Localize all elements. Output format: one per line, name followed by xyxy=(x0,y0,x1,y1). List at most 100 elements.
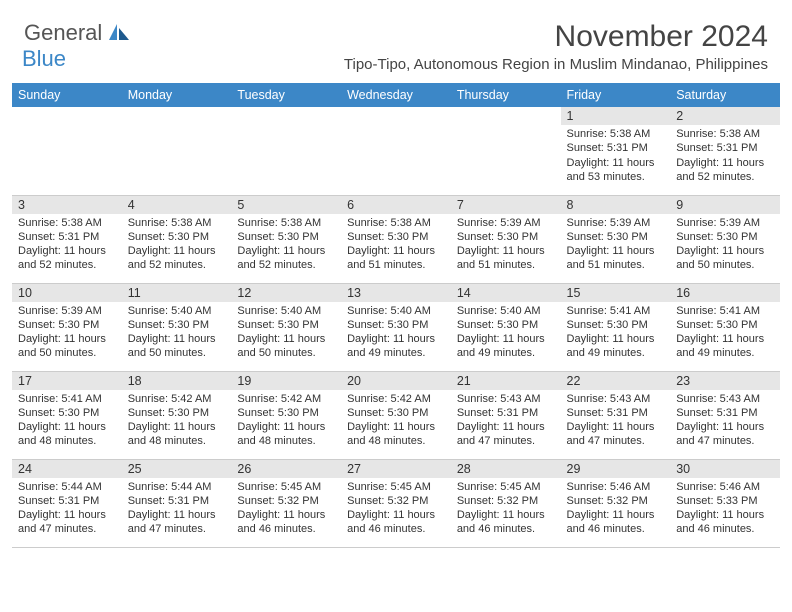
day-number: 20 xyxy=(341,372,451,390)
calendar-day-cell xyxy=(122,107,232,195)
logo: General Blue xyxy=(24,20,129,72)
day-details: Sunrise: 5:45 AMSunset: 5:32 PMDaylight:… xyxy=(341,478,451,541)
calendar-day-cell: 23Sunrise: 5:43 AMSunset: 5:31 PMDayligh… xyxy=(670,371,780,459)
calendar-day-cell: 26Sunrise: 5:45 AMSunset: 5:32 PMDayligh… xyxy=(231,459,341,547)
day-details: Sunrise: 5:41 AMSunset: 5:30 PMDaylight:… xyxy=(670,302,780,365)
sunset-text: Sunset: 5:30 PM xyxy=(567,230,665,244)
day-details: Sunrise: 5:46 AMSunset: 5:32 PMDaylight:… xyxy=(561,478,671,541)
day-number: 15 xyxy=(561,284,671,302)
sunset-text: Sunset: 5:30 PM xyxy=(347,318,445,332)
calendar-day-cell: 16Sunrise: 5:41 AMSunset: 5:30 PMDayligh… xyxy=(670,283,780,371)
sunrise-text: Sunrise: 5:38 AM xyxy=(237,216,335,230)
sunset-text: Sunset: 5:31 PM xyxy=(18,230,116,244)
day-number: 14 xyxy=(451,284,561,302)
sunrise-text: Sunrise: 5:38 AM xyxy=(347,216,445,230)
calendar-week-row: 3Sunrise: 5:38 AMSunset: 5:31 PMDaylight… xyxy=(12,195,780,283)
daylight-text: Daylight: 11 hours and 47 minutes. xyxy=(457,420,555,449)
daylight-text: Daylight: 11 hours and 53 minutes. xyxy=(567,156,665,185)
sunset-text: Sunset: 5:30 PM xyxy=(347,406,445,420)
day-details: Sunrise: 5:39 AMSunset: 5:30 PMDaylight:… xyxy=(12,302,122,365)
sunset-text: Sunset: 5:31 PM xyxy=(676,406,774,420)
calendar-week-row: 17Sunrise: 5:41 AMSunset: 5:30 PMDayligh… xyxy=(12,371,780,459)
sunrise-text: Sunrise: 5:41 AM xyxy=(676,304,774,318)
daylight-text: Daylight: 11 hours and 50 minutes. xyxy=(676,244,774,273)
calendar-day-cell: 30Sunrise: 5:46 AMSunset: 5:33 PMDayligh… xyxy=(670,459,780,547)
day-number: 10 xyxy=(12,284,122,302)
day-details: Sunrise: 5:39 AMSunset: 5:30 PMDaylight:… xyxy=(561,214,671,277)
day-number: 11 xyxy=(122,284,232,302)
calendar-day-cell: 20Sunrise: 5:42 AMSunset: 5:30 PMDayligh… xyxy=(341,371,451,459)
daylight-text: Daylight: 11 hours and 50 minutes. xyxy=(128,332,226,361)
sunrise-text: Sunrise: 5:44 AM xyxy=(128,480,226,494)
day-details: Sunrise: 5:40 AMSunset: 5:30 PMDaylight:… xyxy=(451,302,561,365)
sunrise-text: Sunrise: 5:39 AM xyxy=(567,216,665,230)
day-details: Sunrise: 5:42 AMSunset: 5:30 PMDaylight:… xyxy=(122,390,232,453)
calendar-day-cell: 17Sunrise: 5:41 AMSunset: 5:30 PMDayligh… xyxy=(12,371,122,459)
day-number: 8 xyxy=(561,196,671,214)
calendar-day-cell: 19Sunrise: 5:42 AMSunset: 5:30 PMDayligh… xyxy=(231,371,341,459)
day-details: Sunrise: 5:43 AMSunset: 5:31 PMDaylight:… xyxy=(561,390,671,453)
sunrise-text: Sunrise: 5:46 AM xyxy=(567,480,665,494)
sunset-text: Sunset: 5:33 PM xyxy=(676,494,774,508)
sunset-text: Sunset: 5:30 PM xyxy=(237,406,335,420)
day-details: Sunrise: 5:45 AMSunset: 5:32 PMDaylight:… xyxy=(451,478,561,541)
weekday-header: Wednesday xyxy=(341,83,451,107)
day-number: 4 xyxy=(122,196,232,214)
calendar-day-cell: 5Sunrise: 5:38 AMSunset: 5:30 PMDaylight… xyxy=(231,195,341,283)
sunrise-text: Sunrise: 5:40 AM xyxy=(237,304,335,318)
daylight-text: Daylight: 11 hours and 46 minutes. xyxy=(347,508,445,537)
calendar-day-cell: 15Sunrise: 5:41 AMSunset: 5:30 PMDayligh… xyxy=(561,283,671,371)
day-details: Sunrise: 5:42 AMSunset: 5:30 PMDaylight:… xyxy=(341,390,451,453)
calendar-day-cell: 4Sunrise: 5:38 AMSunset: 5:30 PMDaylight… xyxy=(122,195,232,283)
day-number: 7 xyxy=(451,196,561,214)
daylight-text: Daylight: 11 hours and 46 minutes. xyxy=(237,508,335,537)
sunrise-text: Sunrise: 5:40 AM xyxy=(457,304,555,318)
calendar-day-cell: 11Sunrise: 5:40 AMSunset: 5:30 PMDayligh… xyxy=(122,283,232,371)
sunset-text: Sunset: 5:30 PM xyxy=(347,230,445,244)
day-number: 21 xyxy=(451,372,561,390)
calendar-week-row: 24Sunrise: 5:44 AMSunset: 5:31 PMDayligh… xyxy=(12,459,780,547)
day-number: 18 xyxy=(122,372,232,390)
daylight-text: Daylight: 11 hours and 47 minutes. xyxy=(567,420,665,449)
sunset-text: Sunset: 5:31 PM xyxy=(676,141,774,155)
sunset-text: Sunset: 5:31 PM xyxy=(567,141,665,155)
sunrise-text: Sunrise: 5:41 AM xyxy=(567,304,665,318)
calendar-day-cell: 2Sunrise: 5:38 AMSunset: 5:31 PMDaylight… xyxy=(670,107,780,195)
day-details: Sunrise: 5:38 AMSunset: 5:31 PMDaylight:… xyxy=(12,214,122,277)
daylight-text: Daylight: 11 hours and 49 minutes. xyxy=(676,332,774,361)
calendar-header-row: SundayMondayTuesdayWednesdayThursdayFrid… xyxy=(12,83,780,107)
day-number: 22 xyxy=(561,372,671,390)
daylight-text: Daylight: 11 hours and 52 minutes. xyxy=(128,244,226,273)
day-details: Sunrise: 5:40 AMSunset: 5:30 PMDaylight:… xyxy=(341,302,451,365)
day-details: Sunrise: 5:45 AMSunset: 5:32 PMDaylight:… xyxy=(231,478,341,541)
calendar-day-cell: 27Sunrise: 5:45 AMSunset: 5:32 PMDayligh… xyxy=(341,459,451,547)
sunrise-text: Sunrise: 5:39 AM xyxy=(18,304,116,318)
daylight-text: Daylight: 11 hours and 51 minutes. xyxy=(457,244,555,273)
sunrise-text: Sunrise: 5:43 AM xyxy=(676,392,774,406)
daylight-text: Daylight: 11 hours and 52 minutes. xyxy=(237,244,335,273)
sunrise-text: Sunrise: 5:38 AM xyxy=(128,216,226,230)
sunrise-text: Sunrise: 5:39 AM xyxy=(457,216,555,230)
sunrise-text: Sunrise: 5:42 AM xyxy=(347,392,445,406)
day-number: 1 xyxy=(561,107,671,125)
daylight-text: Daylight: 11 hours and 52 minutes. xyxy=(18,244,116,273)
day-details: Sunrise: 5:43 AMSunset: 5:31 PMDaylight:… xyxy=(670,390,780,453)
calendar-day-cell: 12Sunrise: 5:40 AMSunset: 5:30 PMDayligh… xyxy=(231,283,341,371)
month-title: November 2024 xyxy=(344,20,768,54)
day-details: Sunrise: 5:44 AMSunset: 5:31 PMDaylight:… xyxy=(122,478,232,541)
calendar-day-cell: 8Sunrise: 5:39 AMSunset: 5:30 PMDaylight… xyxy=(561,195,671,283)
sunset-text: Sunset: 5:31 PM xyxy=(18,494,116,508)
page-header: General Blue November 2024 Tipo-Tipo, Au… xyxy=(0,0,792,77)
daylight-text: Daylight: 11 hours and 48 minutes. xyxy=(347,420,445,449)
daylight-text: Daylight: 11 hours and 47 minutes. xyxy=(676,420,774,449)
calendar-day-cell: 29Sunrise: 5:46 AMSunset: 5:32 PMDayligh… xyxy=(561,459,671,547)
sunset-text: Sunset: 5:32 PM xyxy=(567,494,665,508)
daylight-text: Daylight: 11 hours and 47 minutes. xyxy=(128,508,226,537)
day-details: Sunrise: 5:43 AMSunset: 5:31 PMDaylight:… xyxy=(451,390,561,453)
daylight-text: Daylight: 11 hours and 48 minutes. xyxy=(128,420,226,449)
day-details: Sunrise: 5:40 AMSunset: 5:30 PMDaylight:… xyxy=(122,302,232,365)
weekday-header: Tuesday xyxy=(231,83,341,107)
title-block: November 2024 Tipo-Tipo, Autonomous Regi… xyxy=(344,20,768,73)
daylight-text: Daylight: 11 hours and 49 minutes. xyxy=(567,332,665,361)
sunset-text: Sunset: 5:32 PM xyxy=(347,494,445,508)
